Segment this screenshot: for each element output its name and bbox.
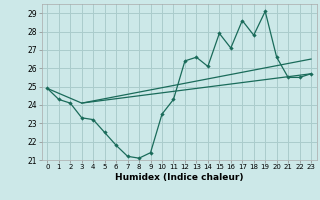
X-axis label: Humidex (Indice chaleur): Humidex (Indice chaleur) bbox=[115, 173, 244, 182]
